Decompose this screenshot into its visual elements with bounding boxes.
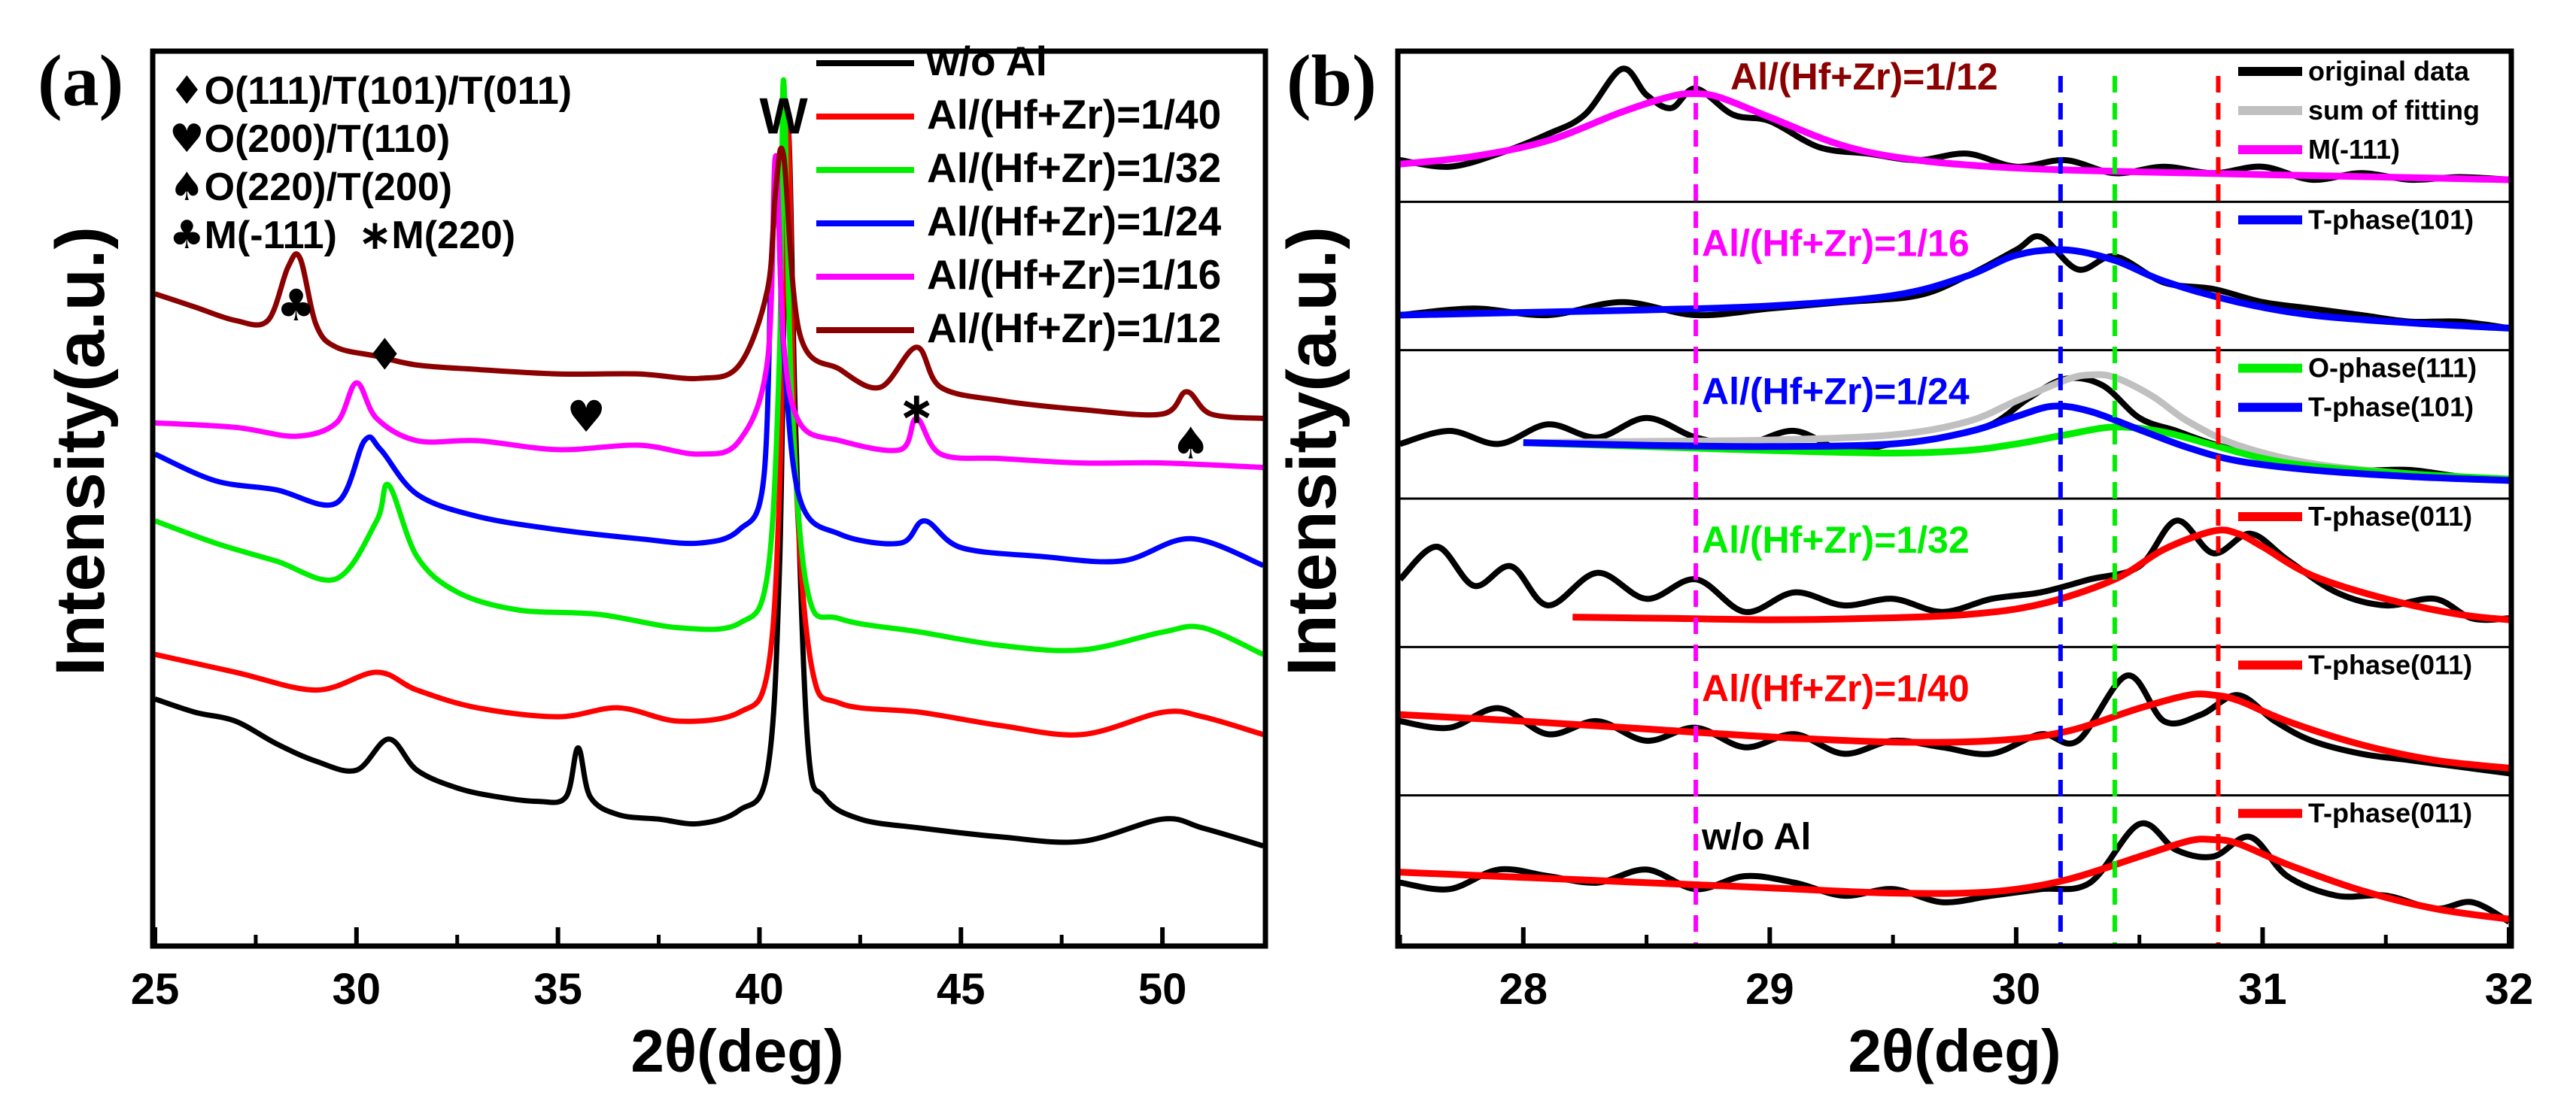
panel-a-tick-label: 30 [333,965,381,1014]
club-icon: ♣ [169,213,205,258]
panel-b-tick-label: 30 [1992,965,2041,1014]
panel-a-legend-label: Al/(Hf+Zr)=1/24 [927,198,1222,244]
panel-a-legend-label: w/o Al [926,38,1047,84]
panel-b-original-data-al-hf-zr-1-16 [1399,233,2510,332]
panel-b-fit-t-phase-011 [1399,690,2510,772]
panel-b-x-ticks: 28 29 30 31 32 [1398,927,2534,1014]
panel-a-series-al-hf-zr-1-12 [153,145,1264,421]
panel-a-legend-label: Al/(Hf+Zr)=1/40 [927,91,1221,138]
panel-b-subpanel-label: Al/(Hf+Zr)=1/24 [1702,371,1970,413]
panel-b-legend-label: T-phase(101) [2308,204,2474,235]
panel-a-annotation-peak-symbol: ♣ [276,280,315,331]
diamond-icon: ♦ [169,68,205,114]
panel-b-legend-label: T-phase(011) [2308,501,2472,532]
panel-b-tick-label: 31 [2238,965,2287,1014]
panel-a-frame [150,48,1268,949]
panel-a-plot-area [153,77,1265,849]
panel-a-annotation-peak-symbol: ∗ [898,382,935,433]
panel-b-legend-label: M(-111) [2308,134,2400,165]
panel-b-ylabel: Intensity(a.u.) [1274,226,1350,676]
spade-icon: ♠ [169,165,205,210]
peak-legend-o220: ♠O(220)/T(200) [169,165,452,210]
panel-b-legend-label: original data [2308,56,2470,86]
panel-b-label: (b) [1286,41,1377,122]
panel-a-xlabel: 2θ(deg) [630,1017,843,1084]
panel-a-annotation-peak-symbol: ♠ [1171,418,1211,469]
panel-b-legend-label: T-phase(011) [2308,798,2472,829]
panel-a-peak-annotations: W ♣ ♦ ♥ ∗ ♠ [276,88,1210,469]
panel-a-annotation-peak-symbol: ♥ [567,391,606,442]
panel-a-tick-label: 40 [735,965,784,1014]
panel-a-legend-label: Al/(Hf+Zr)=1/16 [927,251,1221,298]
heart-icon: ♥ [169,117,205,162]
panel-b-xlabel: 2θ(deg) [1848,1017,2061,1084]
panel-a-series-al-hf-zr-1-40 [154,122,1265,738]
panel-b-plot-area: Al/(Hf+Zr)=1/12 original data sum of fitti… [1398,56,2511,944]
panel-a-tick-label: 25 [131,965,180,1014]
panel-b-subpanel-label: Al/(Hf+Zr)=1/12 [1730,56,1998,98]
panel-b-legend-label: sum of fitting [2308,95,2480,126]
panel-a-series-al-hf-zr-1-16 [154,153,1264,471]
panel-b-tick-label: 28 [1499,965,1548,1014]
peak-legend-m111: ♣M(-111) ∗M(220) [169,213,515,258]
panel-a-series-w-o-al [153,125,1265,849]
panel-a-annotation-w: W [759,88,808,145]
panel-b-frame [1395,48,2514,949]
panel-b-fit-t-phase-011 [1399,836,2510,923]
panel-b-original-data-w-o-al [1399,820,2511,925]
panel-b-subpanel-label: Al/(Hf+Zr)=1/40 [1702,667,1970,709]
panel-b-tick-label: 29 [1745,965,1794,1014]
panel-a-tick-label: 35 [533,965,582,1014]
panel-a-label: (a) [38,41,123,122]
panel-b-subpanel-label: Al/(Hf+Zr)=1/16 [1702,222,1970,264]
panel-a-series-legend: w/o Al Al/(Hf+Zr)=1/40 Al/(Hf+Zr)=1/32 Al/(… [816,38,1222,351]
panel-a-tick-label: 45 [937,965,986,1014]
panel-b-legend-label: T-phase(101) [2308,392,2474,423]
panel-b-original-data-al-hf-zr-1-40 [1399,672,2510,777]
panel-a-series-al-hf-zr-1-32 [153,77,1265,657]
panel-b-legend-label: O-phase(111) [2308,353,2477,384]
panel-a-legend-label: Al/(Hf+Zr)=1/32 [927,144,1221,191]
panel-b-subpanel-label: w/o Al [1701,816,1811,858]
peak-legend-o200: ♥O(200)/T(110) [169,117,450,162]
panel-b-tick-label: 32 [2485,965,2534,1014]
panel-a-x-ticks: 25 30 35 40 45 50 [131,927,1187,1014]
panel-a-legend-label: Al/(Hf+Zr)=1/12 [927,305,1221,351]
peak-legend-o111: ♦O(111)/T(101)/T(011) [169,68,572,114]
panel-a-annotation-peak-symbol: ♦ [365,329,404,380]
panel-a-tick-label: 50 [1138,965,1187,1014]
panel-b-fit-t-phase-101 [1399,246,2510,332]
panel-b-legend-label: T-phase(011) [2308,649,2472,680]
panel-b-fit-m-111 [1399,89,2510,183]
panel-a-ylabel: Intensity(a.u.) [42,226,119,676]
panel-b-fit-t-phase-011 [1572,526,2510,623]
panel-b-subpanel-label: Al/(Hf+Zr)=1/32 [1702,519,1970,561]
